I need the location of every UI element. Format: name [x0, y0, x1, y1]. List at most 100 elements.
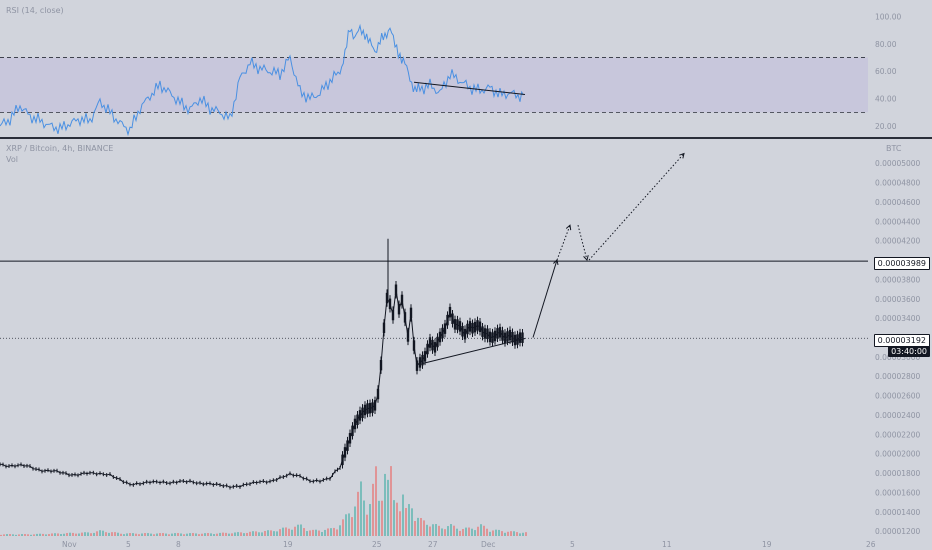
volume-bar	[63, 533, 65, 536]
volume-bar	[462, 528, 464, 536]
volume-bar	[405, 508, 407, 536]
volume-bar	[456, 528, 458, 536]
volume-bar	[432, 524, 434, 536]
volume-bar	[372, 483, 374, 536]
time-axis-label: 19	[762, 540, 772, 549]
time-axis[interactable]: Nov 5 8 19 25 27 Dec 5 11 19 26	[0, 536, 932, 550]
volume-bar	[153, 534, 155, 536]
volume-bar	[228, 533, 230, 536]
volume-bar	[444, 529, 446, 536]
volume-bar	[411, 508, 413, 536]
volume-bar	[363, 500, 365, 536]
triangle-support-line	[421, 337, 526, 365]
volume-bar	[423, 520, 425, 536]
price-scale-label: 0.00002600	[875, 392, 921, 401]
price-line	[0, 289, 523, 489]
volume-bar	[120, 533, 122, 536]
volume-bar	[165, 533, 167, 536]
volume-bar	[24, 534, 26, 536]
volume-bar	[339, 525, 341, 536]
candle-body	[521, 332, 524, 343]
projection-arrow-2-head	[565, 224, 572, 231]
volume-bar	[33, 534, 35, 536]
volume-bar	[453, 525, 455, 536]
volume-bar	[0, 534, 2, 536]
volume-bar	[252, 531, 254, 536]
volume-bar	[318, 530, 320, 536]
pane-divider[interactable]	[0, 137, 932, 139]
volume-bar	[486, 528, 488, 536]
volume-bar	[336, 529, 338, 536]
volume-bar	[84, 532, 86, 536]
volume-bar	[72, 532, 74, 536]
volume-bar	[345, 514, 347, 536]
volume-bar	[255, 531, 257, 536]
volume-bar	[207, 533, 209, 536]
price-chart: 0.00005000 0.00004800 0.00004600 0.00004400…	[0, 152, 921, 536]
volume-bar	[78, 533, 80, 536]
volume-bar	[294, 526, 296, 536]
projection-arrow-2	[556, 225, 571, 261]
volume-bar	[198, 534, 200, 536]
volume-bar	[429, 526, 431, 536]
volume-bar	[210, 533, 212, 536]
volume-bar	[27, 534, 29, 536]
volume-legend[interactable]: Vol	[6, 155, 18, 164]
price-scale-label: 0.00004200	[875, 237, 921, 246]
volume-bar	[285, 527, 287, 536]
volume-bar	[513, 531, 515, 536]
volume-bar	[390, 466, 392, 536]
volume-bar	[387, 479, 389, 536]
volume-bar	[180, 533, 182, 536]
volume-bar	[264, 530, 266, 536]
rsi-band-fill	[0, 57, 868, 113]
volume-bar	[498, 529, 500, 536]
volume-bar	[408, 504, 410, 536]
projection-arrow-4-head	[679, 152, 685, 159]
volume-bar	[267, 530, 269, 536]
volume-bar	[75, 533, 77, 536]
price-scale-label: 0.00003000	[875, 353, 921, 362]
volume-bar	[66, 533, 68, 536]
volume-bar	[117, 532, 119, 536]
volume-bar	[441, 528, 443, 536]
volume-bar	[81, 532, 83, 536]
volume-bar	[42, 533, 44, 536]
time-axis-label: 27	[428, 540, 438, 549]
volume-bar	[366, 514, 368, 536]
volume-bar	[480, 524, 482, 536]
volume-bar	[258, 532, 260, 536]
time-axis-label: 11	[662, 540, 672, 549]
volume-bar	[30, 534, 32, 536]
volume-bar	[144, 533, 146, 536]
symbol-legend[interactable]: XRP / Bitcoin, 4h, BINANCE	[6, 144, 114, 153]
volume-bar	[219, 532, 221, 536]
volume-bar	[186, 533, 188, 536]
volume-bar	[123, 534, 125, 536]
projection-arrow-3	[577, 225, 588, 261]
currency-label: BTC	[886, 144, 902, 153]
volume-bar	[483, 525, 485, 536]
volume-bar	[246, 532, 248, 536]
volume-bar	[309, 530, 311, 536]
volume-bar	[189, 533, 191, 536]
rsi-legend[interactable]: RSI (14, close)	[6, 6, 64, 15]
volume-bar	[525, 532, 527, 536]
volume-bar	[315, 529, 317, 536]
volume-bar	[450, 524, 452, 536]
volume-bar	[357, 491, 359, 536]
price-scale-label: 0.00003800	[875, 275, 921, 284]
volume-bar	[351, 517, 353, 536]
volume-bar	[261, 532, 263, 536]
rsi-pane[interactable]: 100.00 80.00 60.00 40.00 20.00 RSI (14, clos…	[0, 0, 932, 137]
price-pane[interactable]: 0.00005000 0.00004800 0.00004600 0.00004400…	[0, 139, 932, 536]
rsi-scale-label: 80.00	[875, 40, 897, 49]
volume-bar	[174, 533, 176, 536]
price-scale-label: 0.00003600	[875, 295, 921, 304]
rsi-scale-label: 60.00	[875, 67, 897, 76]
volume-bar	[468, 527, 470, 536]
volume-bar	[225, 532, 227, 536]
price-scale-label: 0.00001600	[875, 488, 921, 497]
volume-bar	[297, 524, 299, 536]
volume-bar	[156, 533, 158, 536]
